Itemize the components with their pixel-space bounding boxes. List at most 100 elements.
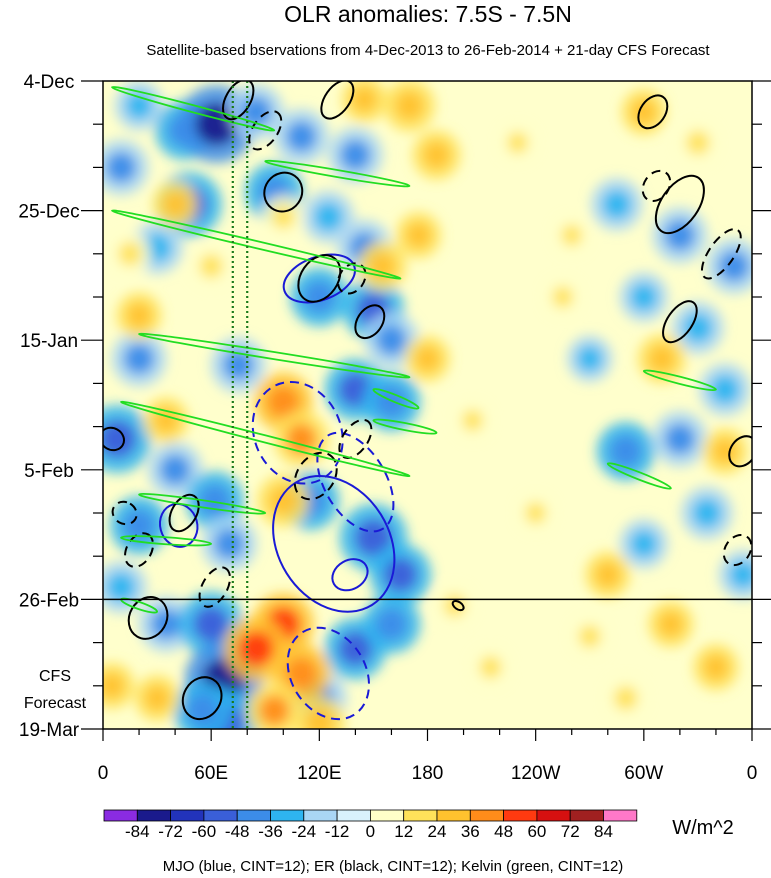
- anomaly-core-61: [352, 86, 377, 113]
- anomaly-core-55: [238, 630, 274, 667]
- x-tick-label-1: 60E: [194, 763, 228, 784]
- colorbar-label-0: -84: [125, 822, 150, 841]
- colorbar-swatch-8: [369, 809, 405, 822]
- colorbar-swatch-3: [203, 809, 238, 822]
- kelvin-contour-6: [138, 492, 267, 515]
- colorbar-label-9: 24: [428, 822, 447, 841]
- forecast-label-line2: Forecast: [24, 695, 87, 712]
- anomaly-core-78: [648, 345, 676, 373]
- anomaly-core-54: [305, 708, 334, 729]
- x-tick-label-3: 180: [412, 763, 444, 784]
- er-contours: [103, 81, 752, 721]
- anomaly-core-36: [602, 190, 631, 219]
- anomaly-core-29: [193, 606, 229, 642]
- anomaly-core-44: [630, 530, 658, 558]
- anomaly-core-77: [686, 130, 710, 155]
- colorbar-swatch-9: [403, 809, 438, 822]
- anomaly-core-84: [462, 409, 483, 431]
- colorbar-label-8: 12: [394, 822, 413, 841]
- anomaly-core-34: [375, 607, 408, 641]
- y-tick-label-2: 15-Jan: [20, 331, 78, 352]
- anomaly-core-72: [525, 502, 546, 524]
- anomaly-core-38: [630, 283, 658, 311]
- anomaly-core-79: [712, 438, 738, 465]
- anomaly-core-48: [267, 385, 300, 419]
- colorbar-label-6: -12: [325, 822, 350, 841]
- anomaly-core-9: [314, 202, 343, 232]
- anomaly-core-47: [577, 345, 603, 372]
- anomaly-core-68: [162, 191, 188, 218]
- anomaly-core-6: [105, 152, 137, 183]
- kelvin-contour-10: [606, 462, 672, 490]
- colorbar-label-13: 72: [561, 822, 580, 841]
- colorbar-swatch-10: [436, 809, 471, 822]
- er-contour-0: [222, 81, 255, 121]
- colorbar-label-3: -48: [225, 822, 250, 841]
- colorbar-swatch-7: [336, 809, 371, 822]
- x-tick-label-0: 0: [98, 763, 109, 784]
- anomaly-core-81: [703, 654, 729, 681]
- x-tick-label-4: 120W: [511, 763, 561, 784]
- colorbar-swatch-2: [170, 809, 205, 822]
- colorbar-swatch-4: [236, 809, 271, 822]
- anomaly-core-52: [285, 657, 318, 690]
- anomaly-core-12: [303, 280, 336, 314]
- y-tick-label-5: 19-Mar: [19, 720, 80, 741]
- er-contour-23: [451, 599, 465, 612]
- er-contour-17: [662, 300, 698, 344]
- anomaly-core-73: [479, 656, 502, 679]
- colorbar-swatch-13: [536, 809, 571, 822]
- mjo-contour-4: [286, 626, 370, 721]
- er-contour-21: [103, 426, 125, 452]
- anomaly-core-46: [729, 561, 752, 589]
- colorbar-swatch-5: [270, 809, 305, 822]
- x-tick-label-5: 60W: [624, 763, 663, 784]
- kelvin-contour-7: [120, 535, 213, 547]
- anomaly-core-57: [423, 141, 450, 169]
- anomaly-core-20: [160, 454, 191, 486]
- anomaly-core-42: [664, 423, 695, 455]
- anomaly-core-82: [614, 686, 638, 711]
- anomaly-core-5: [340, 139, 371, 171]
- kelvin-contour-0: [111, 86, 276, 132]
- er-contour-3: [297, 254, 342, 303]
- anomaly-core-26: [383, 557, 418, 592]
- anomaly-core-63: [199, 254, 223, 279]
- er-contour-10: [198, 566, 231, 608]
- colorbar-label-10: 36: [461, 822, 480, 841]
- colorbar-label-14: 84: [594, 822, 613, 841]
- er-contour-5: [354, 304, 386, 340]
- reference-lines: [231, 81, 249, 729]
- anomaly-core-58: [369, 252, 396, 280]
- y-tick-label-3: 5-Feb: [24, 461, 74, 482]
- kelvin-contour-11: [372, 388, 420, 410]
- anomaly-core-40: [718, 250, 750, 282]
- anomaly-core-80: [595, 561, 621, 588]
- colorbar-swatch-12: [503, 809, 538, 822]
- chart-title: OLR anomalies: 7.5S - 7.5N: [284, 1, 572, 27]
- anomaly-core-60: [415, 345, 440, 372]
- anomaly-core-71: [552, 286, 573, 308]
- anomaly-core-14: [376, 324, 407, 356]
- y-tick-label-1: 25-Dec: [18, 202, 79, 223]
- mjo-contour-1: [251, 380, 344, 485]
- plot-area: [103, 81, 752, 729]
- anomaly-core-4: [286, 121, 317, 152]
- anomaly-core-19: [103, 420, 137, 458]
- anomaly-core-45: [692, 498, 722, 528]
- anomaly-core-50: [269, 486, 298, 516]
- anomaly-core-23: [214, 528, 245, 560]
- anomaly-core-64: [126, 302, 152, 329]
- anomaly-core-75: [561, 224, 582, 246]
- forecast-label-line1: CFS: [39, 668, 71, 685]
- er-contour-19: [728, 435, 752, 468]
- kelvin-contour-2: [111, 209, 402, 280]
- kelvin-contour-9: [642, 369, 717, 392]
- colorbar-swatch-0: [103, 809, 138, 822]
- mjo-contour-5: [158, 502, 199, 548]
- colorbar-swatch-1: [136, 809, 172, 822]
- anomaly-core-66: [103, 673, 125, 699]
- anomaly-core-69: [118, 241, 142, 266]
- colorbar-unit: W/m^2: [672, 817, 734, 839]
